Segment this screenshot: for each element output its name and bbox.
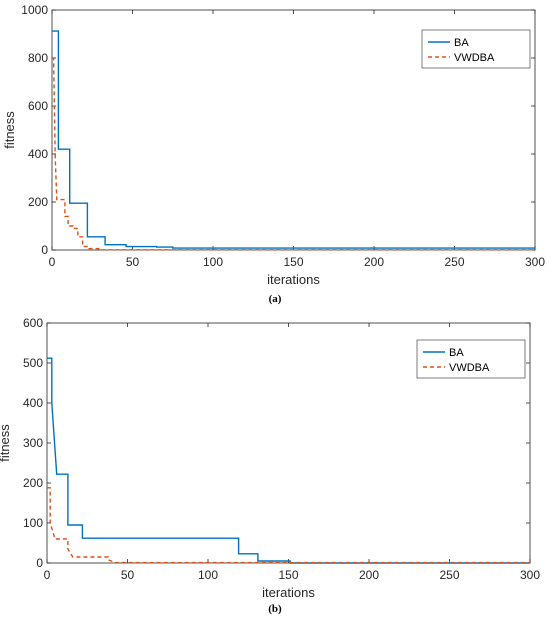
chart-panel-2: 0 50 100 150 200 250 300 0 100 200 300 400 500 600 ite… bbox=[0, 316, 540, 615]
legend-box bbox=[421, 29, 531, 69]
figure-caption: (a) bbox=[269, 293, 282, 305]
series-line-vwdba bbox=[52, 57, 535, 251]
figure-caption: (b) bbox=[268, 603, 282, 615]
legend: BA VWDBA bbox=[421, 29, 531, 69]
x-tick-label: 100 bbox=[203, 255, 223, 269]
x-tick-label: 200 bbox=[359, 568, 379, 582]
y-tick-label: 500 bbox=[23, 356, 43, 370]
y-tick-label: 200 bbox=[23, 476, 43, 490]
x-tick-label: 250 bbox=[444, 255, 464, 269]
y-tick-label: 800 bbox=[28, 51, 48, 65]
x-tick-label: 250 bbox=[439, 568, 459, 582]
legend-label-vwdba: VWDBA bbox=[454, 52, 495, 64]
legend-label-ba: BA bbox=[454, 37, 469, 49]
y-tick-label: 200 bbox=[28, 195, 48, 209]
y-tick-label: 400 bbox=[23, 396, 43, 410]
y-tick-label: 400 bbox=[28, 147, 48, 161]
y-tick-label: 0 bbox=[41, 243, 48, 257]
y-tick-label: 600 bbox=[28, 99, 48, 113]
y-tick-label: 0 bbox=[36, 556, 43, 570]
legend-box bbox=[416, 339, 526, 379]
y-axis-label: fitness bbox=[0, 424, 12, 462]
y-axis-label: fitness bbox=[2, 111, 17, 149]
x-tick-label: 200 bbox=[364, 255, 384, 269]
x-tick-label: 300 bbox=[525, 255, 545, 269]
x-tick-label: 50 bbox=[126, 255, 140, 269]
x-tick-label: 0 bbox=[49, 255, 56, 269]
series-line-ba bbox=[52, 30, 535, 249]
x-tick-label: 300 bbox=[520, 568, 540, 582]
x-tick-label: 150 bbox=[278, 568, 298, 582]
x-tick-label: 50 bbox=[121, 568, 135, 582]
chart-panel-1: 0 50 100 150 200 250 300 0 200 400 600 800 1000 itera… bbox=[2, 3, 545, 305]
y-tick-label: 300 bbox=[23, 436, 43, 450]
y-tick-label: 600 bbox=[23, 316, 43, 330]
x-tick-label: 0 bbox=[44, 568, 51, 582]
legend-label-vwdba: VWDBA bbox=[449, 362, 490, 374]
x-axis-label: iterations bbox=[262, 585, 315, 600]
legend-label-ba: BA bbox=[449, 347, 464, 359]
series-line-ba bbox=[47, 357, 530, 564]
x-axis-label: iterations bbox=[267, 272, 320, 287]
x-tick-label: 100 bbox=[198, 568, 218, 582]
legend: BA VWDBA bbox=[416, 339, 526, 379]
y-tick-label: 100 bbox=[23, 516, 43, 530]
y-tick-label: 1000 bbox=[21, 3, 48, 17]
x-tick-label: 150 bbox=[283, 255, 303, 269]
